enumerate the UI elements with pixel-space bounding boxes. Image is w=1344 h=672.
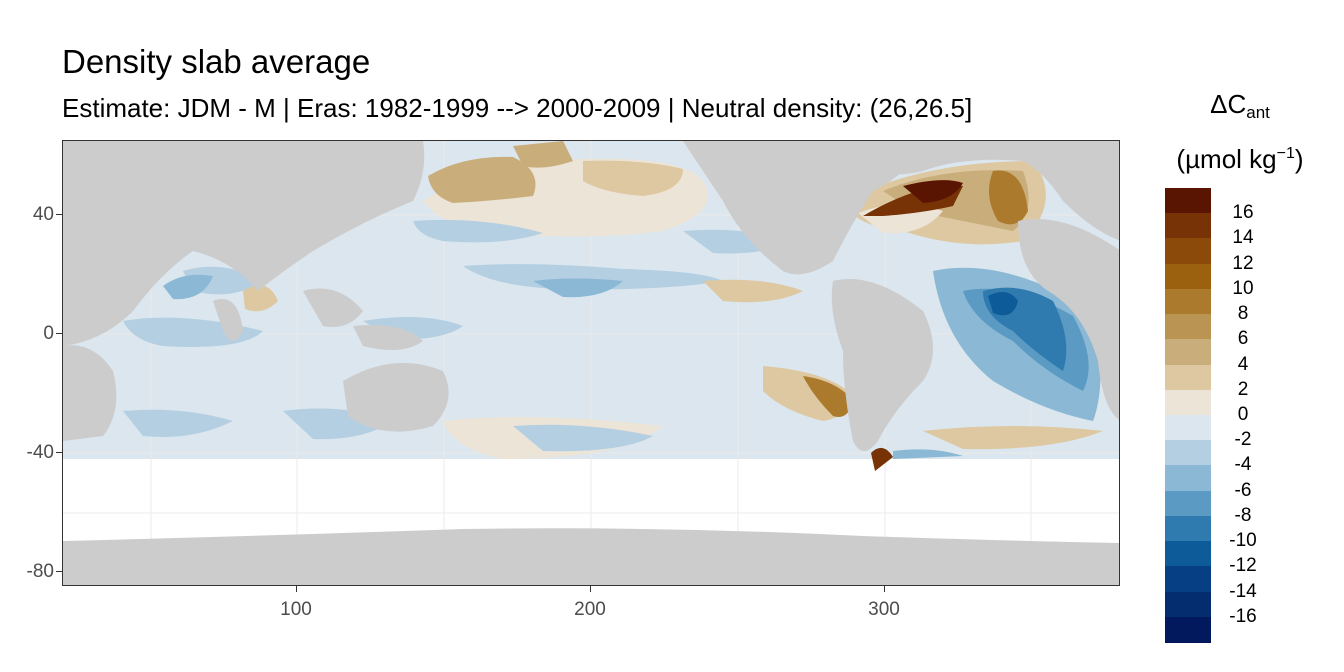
legend-swatch bbox=[1165, 566, 1211, 593]
legend-label: 14 bbox=[1232, 227, 1254, 249]
y-tick-mark bbox=[56, 571, 62, 572]
plot-subtitle: Estimate: JDM - M | Eras: 1982-1999 --> … bbox=[62, 93, 973, 123]
legend-label: 12 bbox=[1232, 252, 1254, 274]
legend-title-sub: ant bbox=[1246, 103, 1270, 122]
legend-label: -16 bbox=[1229, 605, 1257, 627]
legend-title: ΔCant bbox=[1160, 88, 1320, 129]
legend-swatch bbox=[1165, 238, 1211, 265]
legend-unit-exp: −1 bbox=[1276, 145, 1295, 162]
y-tick-label: -80 bbox=[26, 561, 54, 582]
legend-label: -6 bbox=[1234, 479, 1252, 501]
legend-unit-suffix: ) bbox=[1294, 144, 1304, 174]
x-tick-label: 300 bbox=[868, 599, 900, 620]
legend-swatch bbox=[1165, 213, 1211, 240]
legend-swatch bbox=[1165, 541, 1211, 567]
legend-label: -14 bbox=[1229, 580, 1257, 602]
y-tick-mark bbox=[56, 452, 62, 453]
x-tick-mark bbox=[590, 586, 591, 592]
y-tick-label: 0 bbox=[43, 323, 54, 344]
map-panel bbox=[62, 140, 1120, 586]
legend-label: -2 bbox=[1234, 429, 1252, 451]
legend-label: 16 bbox=[1232, 202, 1254, 224]
legend-swatch bbox=[1165, 314, 1211, 340]
legend-label: 2 bbox=[1237, 378, 1249, 400]
legend-swatch bbox=[1165, 339, 1211, 366]
legend-title-main: ΔC bbox=[1210, 89, 1247, 119]
legend-unit-prefix: (µmol kg bbox=[1176, 144, 1277, 174]
legend-swatch bbox=[1165, 263, 1211, 290]
legend-swatch bbox=[1165, 364, 1211, 391]
legend-label: -10 bbox=[1229, 530, 1257, 552]
legend-swatch bbox=[1165, 440, 1211, 467]
legend-swatch bbox=[1165, 288, 1211, 315]
legend-label: -4 bbox=[1234, 454, 1252, 476]
legend-swatch bbox=[1165, 389, 1211, 416]
legend-label: 4 bbox=[1237, 353, 1249, 375]
legend-swatch bbox=[1165, 591, 1211, 618]
map-svg bbox=[63, 141, 1119, 585]
legend-label: -12 bbox=[1229, 555, 1257, 577]
x-tick-mark bbox=[296, 586, 297, 592]
legend-label: 0 bbox=[1237, 404, 1249, 425]
legend-swatch bbox=[1165, 490, 1211, 517]
legend-unit: (µmol kg−1) bbox=[1160, 138, 1320, 175]
y-tick-mark bbox=[56, 333, 62, 334]
x-tick-mark bbox=[884, 586, 885, 592]
y-tick-label: 40 bbox=[32, 204, 54, 225]
legend-swatch bbox=[1165, 465, 1211, 492]
x-tick-label: 200 bbox=[574, 599, 606, 620]
ocean-patches bbox=[123, 141, 1103, 471]
plot-title: Density slab average bbox=[62, 43, 371, 80]
legend-label: 10 bbox=[1232, 277, 1254, 299]
legend-swatch bbox=[1165, 415, 1211, 441]
legend-label: -8 bbox=[1234, 504, 1252, 526]
legend-label: 8 bbox=[1237, 303, 1249, 325]
legend-swatch bbox=[1165, 515, 1211, 542]
legend-swatch bbox=[1165, 616, 1211, 643]
y-tick-label: -40 bbox=[26, 442, 54, 463]
y-tick-mark bbox=[56, 214, 62, 215]
legend-swatch bbox=[1165, 188, 1211, 214]
legend-label: 6 bbox=[1237, 328, 1249, 350]
x-tick-label: 100 bbox=[280, 599, 312, 620]
land bbox=[63, 141, 1119, 585]
